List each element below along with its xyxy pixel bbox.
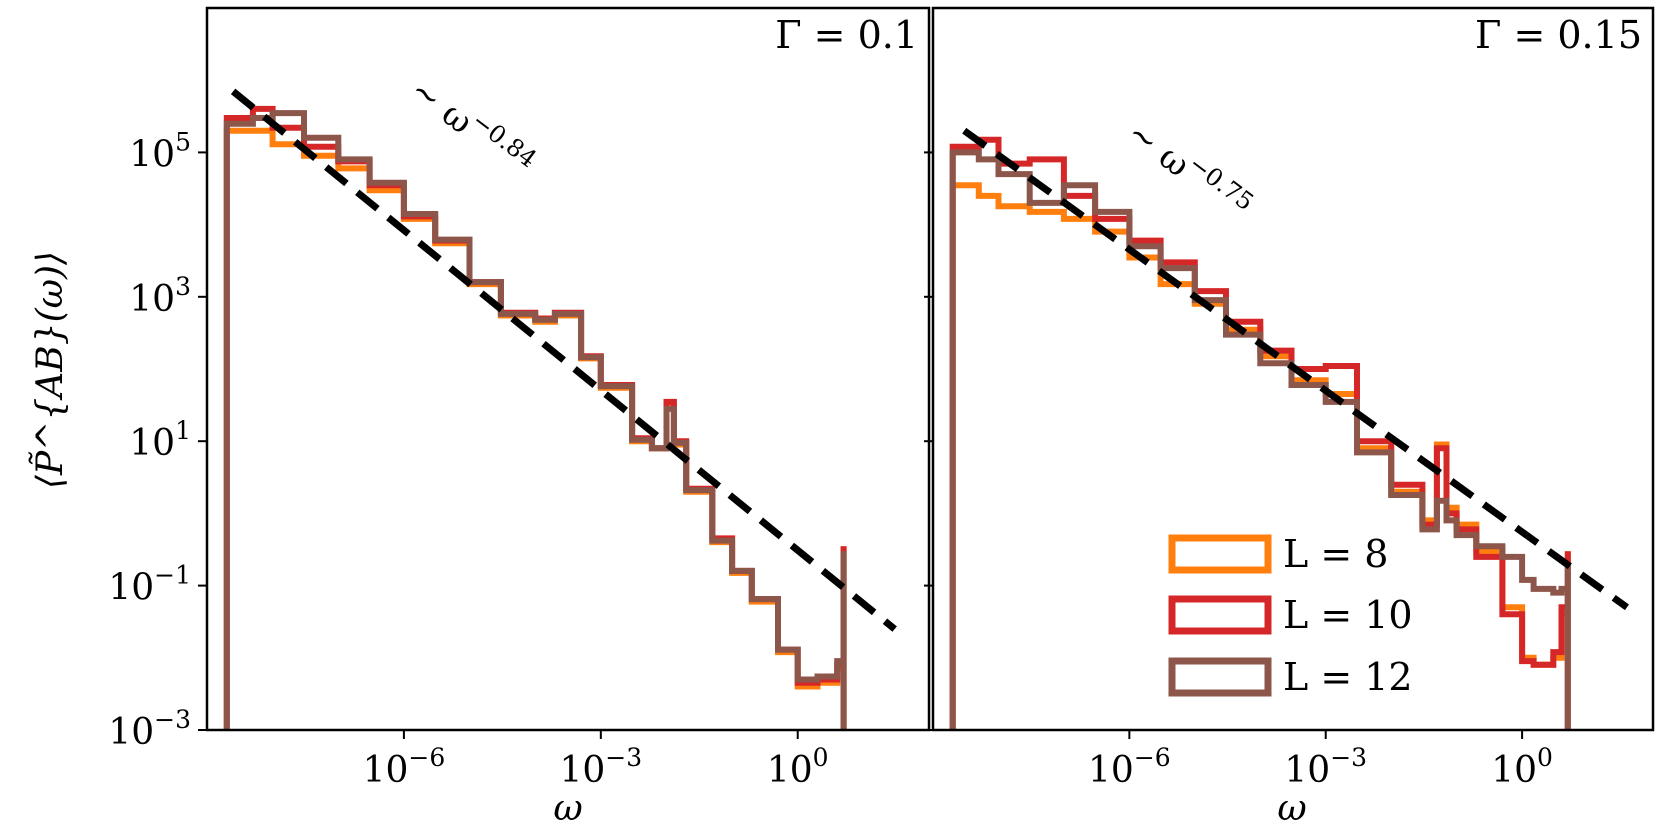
panel-left-yticks: 105 103 101 10−1 10−3 [108,127,207,753]
panel-left-ytick-label-1: 103 [129,272,191,320]
panel-right-fit-label: ∼ ω−0.75 [1120,109,1259,230]
panel-left-fit-annotation: ∼ ω [403,70,481,142]
panel-left-frame [205,6,931,732]
y-axis-label: ⟨P̃^{AB}(ω)⟩ [29,251,71,489]
panel-left-series-l12 [223,110,847,730]
panel-right-title: Γ = 0.15 [1475,13,1642,57]
panel-left-fit [230,88,897,632]
panel-right-series-l10 [949,136,1571,730]
panel-left-xticks: 10−6 10−3 100 [363,730,829,791]
panel-right-xtick-label-0: 10−6 [1088,743,1171,791]
panel-left-series [223,105,847,730]
panel-left-fit-line [230,88,897,632]
panel-right-series [949,136,1571,730]
legend-swatch-l10 [1168,595,1272,635]
panel-right-frame [931,6,1655,732]
panel-right-xlabel: ω [1277,788,1306,829]
panel-left-xtick-label-2: 100 [767,743,829,791]
legend-swatch-l12 [1168,657,1272,697]
panel-left-xtick-label-0: 10−6 [363,743,446,791]
panel-left-fit-exponent: −0.84 [466,107,542,174]
panel-left-series-l8 [223,127,847,730]
panel-left-ytick-label-4: 10−3 [108,705,191,753]
panel-left-xlabel: ω [553,788,582,829]
panel-right-series-l12 [949,149,1571,730]
panel-left-ytick-label-3: 10−1 [108,561,191,609]
legend-label-l8: L = 8 [1283,532,1388,576]
panel-right-xtick-label-1: 10−3 [1284,743,1367,791]
legend: L = 8 L = 10 L = 12 [1168,532,1413,699]
panel-left-title: Γ = 0.1 [775,13,918,57]
panel-right-xticks: 10−6 10−3 100 [1088,730,1553,791]
panel-left-ytick-label-2: 101 [129,416,191,464]
panel-right-series-l8 [949,182,1571,730]
panel-right-fit-line [962,127,1629,611]
panel-right-fit-exponent: −0.75 [1183,150,1259,217]
panel-right-xtick-label-2: 100 [1491,743,1553,791]
panel-right-fit [962,127,1629,611]
panel-left-series-l10 [223,105,847,730]
panel-left-fit-label: ∼ ω−0.84 [403,66,542,187]
panel-gamma-0.1: 10−6 10−3 100 105 103 101 10−1 10−3 Γ = 0.1 ∼ … [108,6,931,829]
legend-label-l10: L = 10 [1283,593,1413,637]
y-axis-label-text: ⟨P̃^{AB}(ω)⟩ [29,251,71,489]
panel-left-ytick-label-0: 105 [129,127,191,175]
panel-right-fit-annotation: ∼ ω [1120,113,1198,185]
legend-label-l12: L = 12 [1283,655,1413,699]
legend-swatch-l8 [1168,534,1272,574]
panel-left-xtick-label-1: 10−3 [559,743,642,791]
panel-gamma-0.15: 10−6 10−3 100 Γ = 0.15 ∼ ω−0.75 ω [924,6,1655,829]
panel-right-yticks [924,151,933,731]
